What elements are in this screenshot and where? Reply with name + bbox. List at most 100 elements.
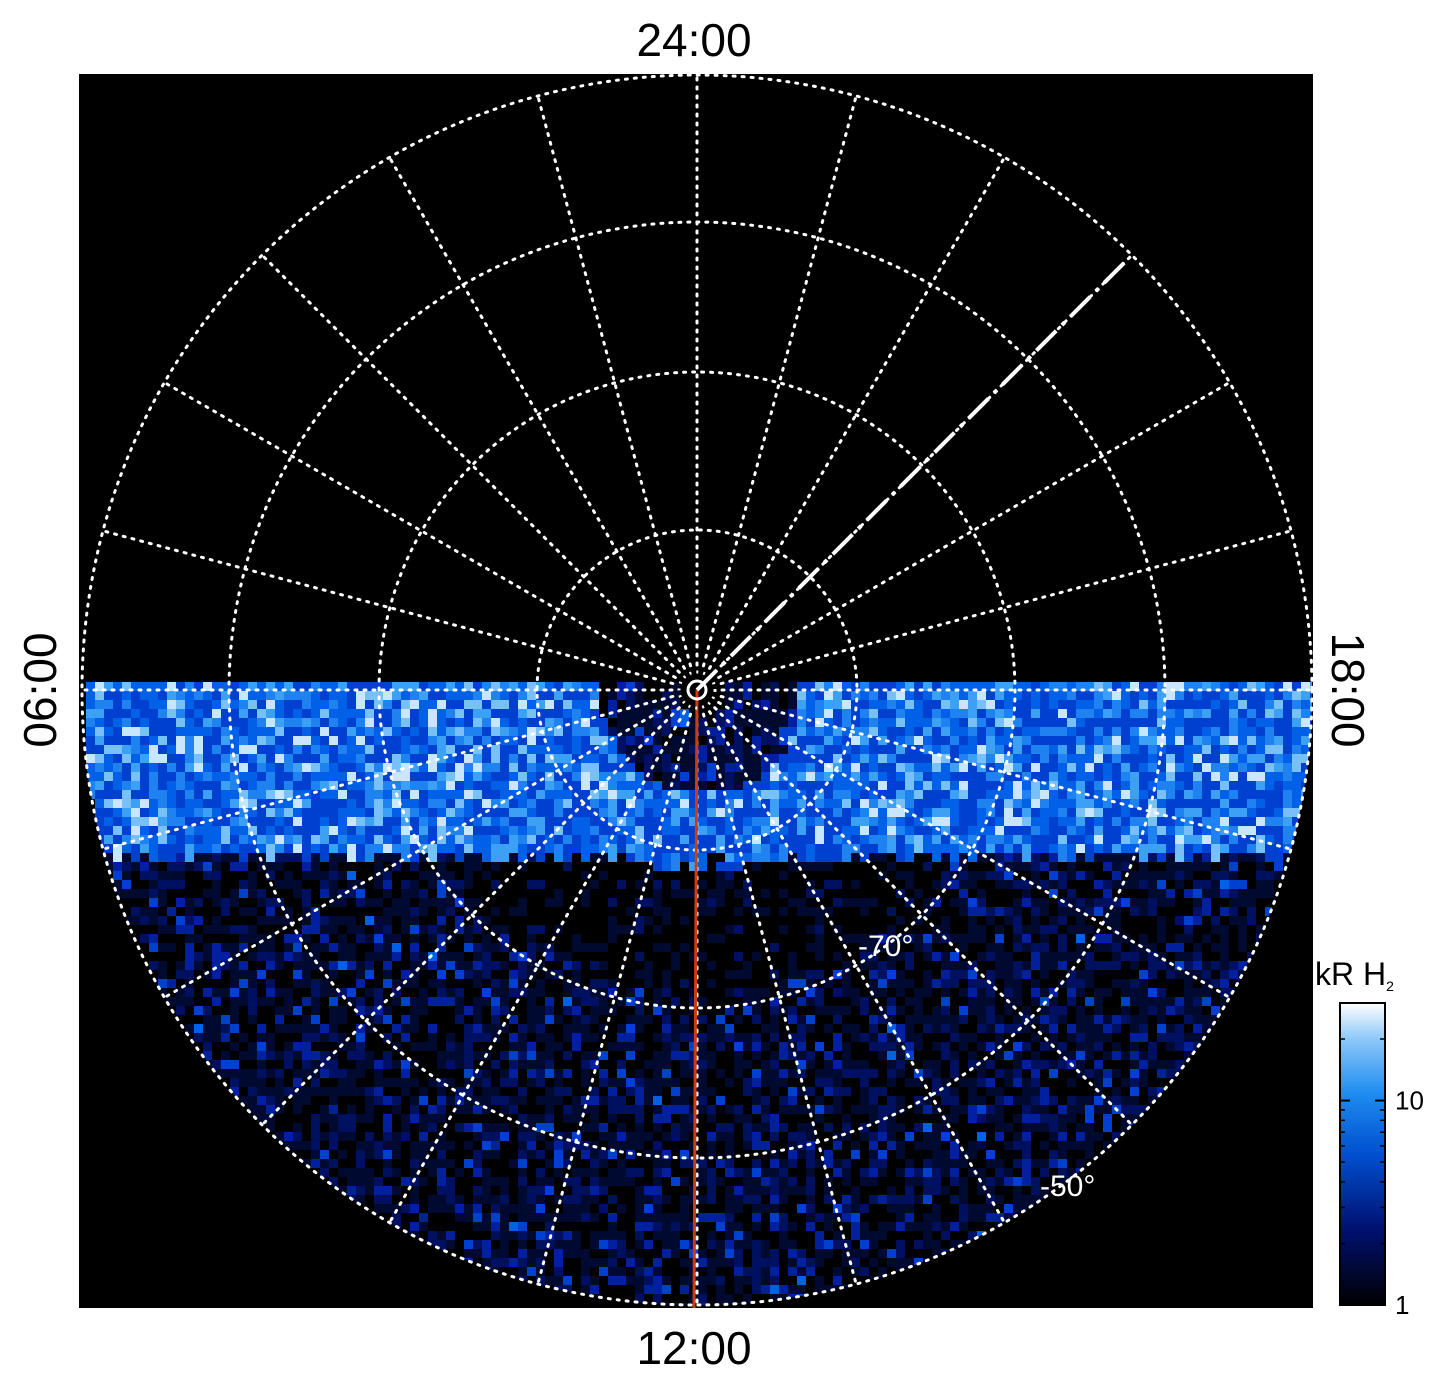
aurora-pixel bbox=[383, 1006, 392, 1015]
aurora-pixel bbox=[149, 907, 158, 916]
aurora-pixel bbox=[365, 844, 374, 862]
aurora-pixel bbox=[473, 1123, 482, 1132]
aurora-pixel bbox=[1193, 853, 1202, 862]
aurora-pixel bbox=[608, 979, 617, 988]
aurora-pixel bbox=[1166, 943, 1175, 952]
aurora-pixel bbox=[1103, 1033, 1112, 1042]
aurora-pixel bbox=[653, 1033, 662, 1042]
aurora-pixel bbox=[1004, 1177, 1013, 1186]
aurora-pixel bbox=[1112, 1051, 1121, 1060]
aurora-pixel bbox=[581, 844, 590, 862]
aurora-pixel bbox=[1139, 1024, 1148, 1033]
aurora-pixel bbox=[212, 880, 221, 889]
aurora-pixel bbox=[1004, 970, 1013, 979]
aurora-pixel bbox=[410, 1042, 419, 1051]
aurora-pixel bbox=[590, 961, 599, 970]
aurora-pixel bbox=[212, 943, 221, 952]
aurora-pixel bbox=[1193, 1033, 1202, 1042]
aurora-pixel bbox=[176, 916, 185, 925]
aurora-pixel bbox=[365, 1060, 374, 1069]
aurora-pixel bbox=[239, 925, 248, 934]
aurora-pixel bbox=[1121, 862, 1130, 871]
aurora-pixel bbox=[1121, 997, 1130, 1006]
aurora-pixel bbox=[1202, 907, 1211, 916]
aurora-pixel bbox=[1121, 1006, 1130, 1015]
aurora-pixel bbox=[806, 1087, 815, 1096]
aurora-pixel bbox=[932, 880, 941, 889]
aurora-pixel bbox=[518, 970, 527, 979]
aurora-pixel bbox=[599, 943, 608, 952]
aurora-pixel bbox=[815, 844, 824, 862]
aurora-pixel bbox=[626, 1051, 635, 1060]
aurora-pixel bbox=[1067, 1024, 1076, 1033]
aurora-pixel bbox=[428, 1159, 437, 1168]
aurora-pixel bbox=[671, 1087, 680, 1096]
aurora-pixel bbox=[1031, 1114, 1040, 1123]
aurora-pixel bbox=[734, 1042, 743, 1051]
aurora-pixel bbox=[1058, 961, 1067, 970]
aurora-pixel bbox=[653, 1078, 662, 1087]
aurora-pixel bbox=[1148, 1060, 1157, 1069]
aurora-pixel bbox=[500, 979, 509, 988]
aurora-pixel bbox=[1121, 1105, 1130, 1114]
aurora-pixel bbox=[716, 1132, 725, 1141]
aurora-pixel bbox=[293, 880, 302, 889]
aurora-pixel bbox=[1022, 1159, 1031, 1168]
aurora-pixel bbox=[887, 970, 896, 979]
aurora-pixel bbox=[617, 1105, 626, 1114]
aurora-pixel bbox=[302, 961, 311, 970]
aurora-pixel bbox=[419, 1132, 428, 1141]
aurora-pixel bbox=[347, 1186, 356, 1195]
aurora-pixel bbox=[1184, 961, 1193, 970]
aurora-pixel bbox=[311, 916, 320, 925]
aurora-pixel bbox=[392, 1141, 401, 1150]
aurora-pixel bbox=[365, 1087, 374, 1096]
aurora-pixel bbox=[941, 1042, 950, 1051]
aurora-pixel bbox=[455, 1060, 464, 1069]
aurora-pixel bbox=[1076, 934, 1085, 943]
aurora-pixel bbox=[248, 988, 257, 997]
aurora-pixel bbox=[338, 961, 347, 970]
aurora-pixel bbox=[356, 1033, 365, 1042]
aurora-pixel bbox=[1175, 934, 1184, 943]
aurora-pixel bbox=[662, 907, 671, 916]
aurora-pixel bbox=[293, 1096, 302, 1105]
aurora-pixel bbox=[1229, 916, 1238, 925]
aurora-pixel bbox=[1256, 871, 1265, 880]
aurora-pixel bbox=[203, 1033, 212, 1042]
aurora-pixel bbox=[140, 871, 149, 880]
aurora-pixel bbox=[932, 1024, 941, 1033]
aurora-pixel bbox=[563, 862, 572, 871]
aurora-pixel bbox=[1022, 1114, 1031, 1123]
aurora-pixel bbox=[680, 1060, 689, 1069]
aurora-pixel bbox=[113, 871, 122, 880]
aurora-pixel bbox=[707, 835, 716, 853]
aurora-pixel bbox=[1139, 1051, 1148, 1060]
aurora-pixel bbox=[131, 862, 140, 871]
aurora-pixel bbox=[167, 880, 176, 889]
aurora-pixel bbox=[959, 1105, 968, 1114]
aurora-pixel bbox=[644, 1096, 653, 1105]
aurora-pixel bbox=[266, 916, 275, 925]
aurora-pixel bbox=[698, 952, 707, 961]
aurora-pixel bbox=[338, 943, 347, 952]
aurora-pixel bbox=[1058, 1006, 1067, 1015]
aurora-pixel bbox=[212, 898, 221, 907]
aurora-pixel bbox=[464, 853, 473, 862]
aurora-pixel bbox=[356, 1186, 365, 1195]
aurora-pixel bbox=[905, 1042, 914, 1051]
aurora-pixel bbox=[950, 1051, 959, 1060]
aurora-pixel bbox=[509, 907, 518, 916]
aurora-pixel bbox=[1211, 889, 1220, 898]
aurora-pixel bbox=[419, 871, 428, 880]
aurora-pixel bbox=[599, 1159, 608, 1168]
aurora-pixel bbox=[329, 1033, 338, 1042]
aurora-pixel bbox=[1022, 1123, 1031, 1132]
aurora-pixel bbox=[1265, 889, 1274, 898]
aurora-pixel bbox=[212, 916, 221, 925]
aurora-pixel bbox=[842, 1159, 851, 1168]
aurora-pixel bbox=[923, 1132, 932, 1141]
aurora-pixel bbox=[599, 1177, 608, 1186]
aurora-pixel bbox=[392, 907, 401, 916]
aurora-pixel bbox=[977, 1132, 986, 1141]
